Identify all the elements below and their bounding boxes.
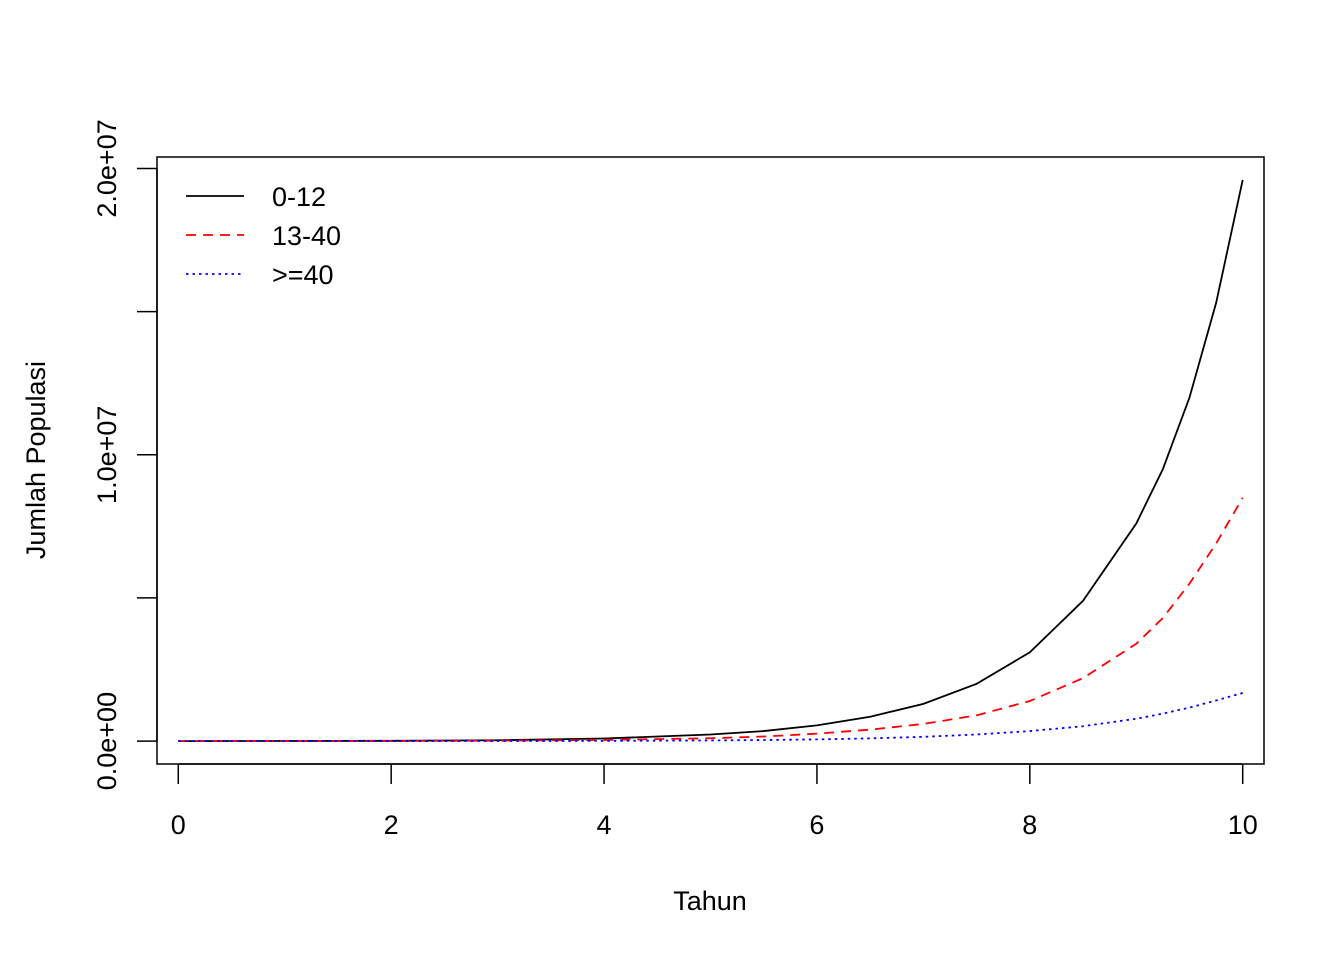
x-tick-label: 6 — [809, 810, 824, 840]
series-line-1 — [178, 497, 1244, 742]
legend-label-0: 0-12 — [272, 182, 326, 212]
legend-label-2: >=40 — [272, 260, 334, 290]
x-tick-label: 8 — [1022, 810, 1037, 840]
x-tick-label: 0 — [171, 810, 186, 840]
y-axis-title: Jumlah Populasi — [21, 361, 51, 559]
y-tick-label: 0.0e+00 — [92, 692, 122, 790]
legend: 0-12 13-40 >=40 — [186, 182, 341, 290]
series-line-0 — [178, 179, 1244, 742]
x-tick-label: 10 — [1228, 810, 1258, 840]
series-lines — [178, 179, 1244, 742]
legend-label-1: 13-40 — [272, 221, 341, 251]
x-axis-title: Tahun — [673, 886, 747, 916]
x-axis: 0 2 4 6 8 10 — [171, 763, 1258, 840]
x-tick-label: 4 — [597, 810, 612, 840]
y-tick-label: 1.0e+07 — [92, 406, 122, 504]
y-axis: 0.0e+00 1.0e+07 2.0e+07 — [92, 119, 158, 790]
x-tick-label: 2 — [384, 810, 399, 840]
y-tick-label: 2.0e+07 — [92, 119, 122, 217]
